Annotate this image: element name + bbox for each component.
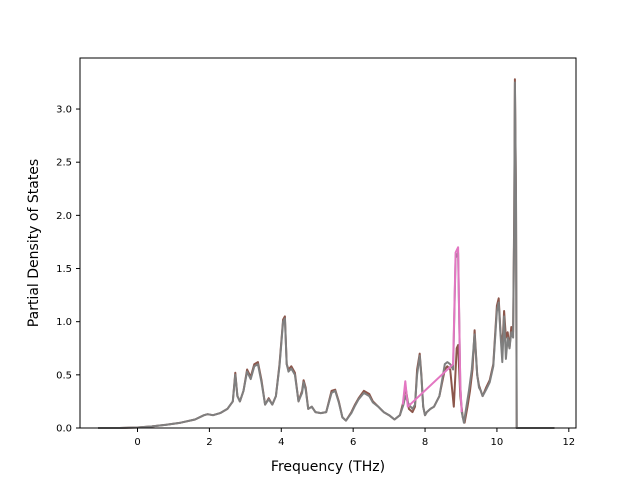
series-line-2 bbox=[401, 246, 463, 413]
series-layer bbox=[98, 78, 555, 429]
x-tick-label: 0 bbox=[134, 437, 140, 448]
x-tick-label: 2 bbox=[206, 437, 212, 448]
x-tick-label: 12 bbox=[562, 437, 575, 448]
y-tick-label: 2.5 bbox=[56, 158, 72, 169]
y-tick-label: 1.5 bbox=[56, 264, 72, 275]
series-line-1 bbox=[98, 81, 555, 429]
tick-layer: 0 2 4 6 8 10 12 0.0 0.5 1.0 1.5 2.0 2.5 3.0 bbox=[56, 105, 575, 448]
y-axis-label: Partial Density of States bbox=[26, 159, 42, 327]
x-tick-label: 10 bbox=[491, 437, 504, 448]
x-tick-label: 4 bbox=[278, 437, 284, 448]
y-tick-label: 1.0 bbox=[56, 317, 72, 328]
y-tick-label: 0.0 bbox=[56, 424, 72, 435]
x-tick-label: 6 bbox=[350, 437, 356, 448]
x-axis-label: Frequency (THz) bbox=[271, 459, 385, 475]
x-tick-label: 8 bbox=[422, 437, 428, 448]
y-tick-label: 0.5 bbox=[56, 370, 72, 381]
y-tick-label: 2.0 bbox=[56, 211, 72, 222]
y-tick-label: 3.0 bbox=[56, 105, 72, 116]
plot-frame bbox=[79, 57, 577, 429]
